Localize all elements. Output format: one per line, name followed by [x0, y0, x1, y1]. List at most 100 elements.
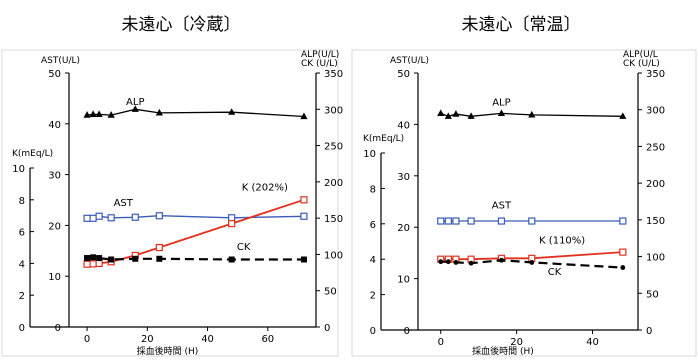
data-point — [95, 110, 103, 117]
right-axis-label: ALP(U/L — [623, 50, 658, 60]
series-label: ALP — [492, 97, 510, 108]
data-point — [300, 212, 308, 220]
ast-tick-label: 10 — [48, 272, 61, 283]
k-tick-label: 8 — [19, 196, 25, 207]
ast-tick-label: 50 — [397, 69, 410, 80]
ast-tick-label: 0 — [55, 323, 61, 334]
k-zero-label: 0 — [19, 323, 25, 334]
data-point — [107, 214, 115, 222]
data-point — [445, 259, 451, 265]
data-point — [300, 112, 308, 120]
data-point — [452, 217, 460, 225]
ast-tick-label: 20 — [48, 221, 61, 232]
x-tick-label: 0 — [438, 337, 444, 348]
right-axis-label: CK (U/L) — [301, 59, 338, 69]
data-point — [96, 255, 103, 262]
panel-frame — [351, 49, 697, 357]
data-point — [453, 260, 459, 265]
data-point — [228, 108, 236, 115]
data-point — [131, 213, 139, 221]
right-tick-label: 300 — [324, 105, 343, 116]
ast-tick-label: 40 — [397, 120, 410, 131]
data-point — [499, 257, 504, 263]
x-tick-label: 20 — [141, 334, 154, 345]
series-alp: ALP — [437, 97, 627, 119]
data-point — [155, 243, 163, 252]
data-point — [228, 220, 236, 228]
series-ck: CK — [84, 242, 307, 263]
data-point — [300, 256, 307, 263]
data-point — [444, 217, 452, 225]
k-tick-label: 8 — [370, 184, 376, 195]
series-label: CK — [237, 242, 251, 253]
right-tick-label: 300 — [646, 106, 665, 117]
data-point — [89, 214, 97, 222]
data-point — [437, 217, 445, 225]
data-point — [619, 217, 627, 225]
data-point — [620, 265, 626, 270]
data-point — [89, 110, 97, 117]
data-point — [156, 255, 163, 262]
data-point — [90, 254, 97, 261]
series-ast: AST — [83, 198, 308, 222]
right-tick-label: 250 — [646, 142, 665, 153]
k-tick-label: 6 — [370, 220, 376, 231]
x-tick-label: 40 — [586, 337, 599, 348]
series-label: K (202%) — [242, 182, 288, 193]
ast-tick-label: 20 — [397, 223, 410, 234]
data-point — [95, 259, 103, 267]
series-label: K (110%) — [539, 235, 585, 246]
data-point — [155, 108, 163, 116]
data-point — [84, 255, 91, 262]
data-point — [444, 112, 452, 119]
ast-tick-label: 40 — [48, 120, 61, 131]
right-tick-label: 100 — [646, 253, 665, 264]
right-tick-label: 200 — [324, 178, 343, 189]
data-point — [468, 260, 474, 266]
x-tick-label: 60 — [261, 334, 274, 345]
k-tick-label: 4 — [370, 255, 376, 266]
k-zero-label: 0 — [370, 326, 376, 337]
ast-tick-label: 0 — [404, 326, 410, 337]
chart-title: 未遠心〔冷蔵〕 — [122, 15, 241, 35]
right-tick-label: 200 — [646, 179, 665, 190]
data-point — [131, 105, 139, 112]
data-point — [467, 112, 475, 119]
right-tick-label: 350 — [324, 69, 343, 80]
right-tick-label: 250 — [324, 142, 343, 153]
data-point — [529, 260, 535, 265]
data-point — [155, 212, 163, 220]
data-point — [107, 111, 115, 118]
right-tick-label: 350 — [646, 69, 665, 80]
ast-tick-label: 30 — [397, 172, 410, 183]
panel-frame — [1, 49, 339, 357]
k-axis-label: K(mEq/L) — [12, 149, 53, 159]
data-point — [497, 217, 506, 225]
k-tick-label: 6 — [19, 228, 25, 239]
right-axis-label: ALP(U/L) — [301, 50, 339, 60]
series-alp: ALP — [83, 97, 308, 120]
data-point — [467, 217, 475, 225]
right-tick-label: 50 — [324, 287, 337, 298]
k-tick-label: 2 — [19, 291, 25, 302]
data-point — [83, 260, 91, 268]
x-axis-label: 採血後時間 (H) — [472, 345, 534, 357]
x-tick-label: 0 — [84, 334, 90, 345]
ast-axis-label: AST(U/L) — [390, 56, 429, 66]
x-tick-label: 40 — [201, 334, 214, 345]
k-tick-label: 10 — [12, 164, 25, 175]
data-point — [452, 110, 460, 117]
data-point — [108, 256, 115, 263]
data-point — [497, 109, 506, 116]
series-label: AST — [492, 201, 512, 212]
ast-tick-label: 30 — [48, 171, 61, 182]
right-tick-label: 0 — [646, 326, 652, 337]
data-point — [437, 109, 445, 116]
series-k: K (110%) — [437, 235, 627, 263]
data-point — [83, 111, 91, 118]
data-point — [438, 259, 444, 265]
right-tick-label: 150 — [324, 214, 343, 225]
